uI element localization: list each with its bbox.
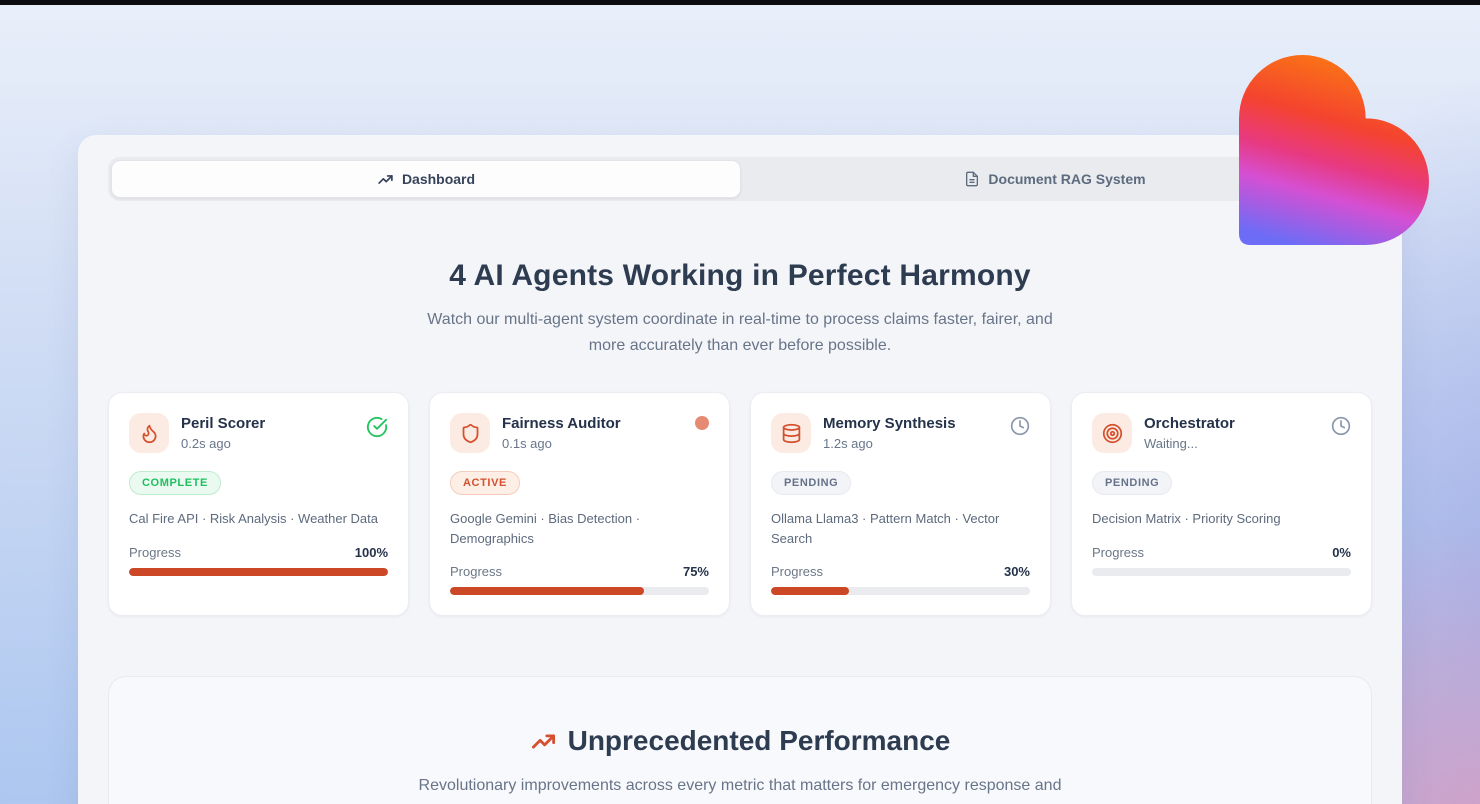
progress-label: Progress	[1092, 544, 1145, 560]
agent-cards-row: Peril Scorer 0.2s ago COMPLETE Cal Fire …	[108, 392, 1372, 617]
tab-bar: Dashboard Document RAG System	[108, 157, 1372, 201]
page-title: 4 AI Agents Working in Perfect Harmony	[449, 259, 1031, 292]
file-text-icon	[966, 171, 979, 187]
tab-document-rag-system[interactable]: Document RAG System	[741, 160, 1369, 198]
progress-label: Progress	[771, 564, 824, 580]
agent-last-update: 1.2s ago	[823, 436, 873, 452]
progress-value: 0%	[1332, 544, 1351, 560]
tab-document-rag-system-label: Document RAG System	[988, 171, 1146, 187]
progress-value: 30%	[1003, 564, 1030, 580]
main-panel: Dashboard Document RAG System 4 AI Agent…	[78, 135, 1402, 804]
agent-last-update: 0.1s ago	[502, 436, 552, 452]
progress-bar	[450, 587, 709, 596]
agent-tools: Decision Matrix · Priority Scoring	[1092, 511, 1281, 527]
status-badge: PENDING	[771, 471, 852, 496]
flame-icon	[129, 413, 169, 454]
database-icon	[771, 413, 811, 454]
status-badge: ACTIVE	[450, 471, 520, 496]
status-badge: COMPLETE	[129, 471, 221, 496]
heart-logo	[1239, 55, 1429, 245]
performance-subtitle: Revolutionary improvements across every …	[418, 777, 1062, 804]
agent-card-memory-synthesis: Memory Synthesis 1.2s ago PENDING Ollama…	[750, 392, 1051, 617]
agent-tools: Ollama Llama3 · Pattern Match · Vector S…	[771, 511, 1000, 546]
hero-section: 4 AI Agents Working in Perfect Harmony W…	[78, 259, 1402, 358]
progress-bar	[129, 567, 388, 576]
agent-card-orchestrator: Orchestrator Waiting... PENDING Decision…	[1071, 392, 1372, 617]
agent-tools: Cal Fire API · Risk Analysis · Weather D…	[129, 511, 379, 527]
active-pulse-dot	[695, 413, 709, 431]
clock-icon	[1010, 413, 1030, 436]
tab-dashboard-label: Dashboard	[401, 171, 476, 187]
agent-last-update: 0.2s ago	[181, 436, 231, 452]
agent-card-peril-scorer: Peril Scorer 0.2s ago COMPLETE Cal Fire …	[108, 392, 409, 617]
page-subtitle: Watch our multi-agent system coordinate …	[427, 311, 1053, 354]
shield-icon	[450, 413, 490, 454]
trending-up-icon	[378, 174, 393, 184]
progress-value: 75%	[682, 564, 709, 580]
performance-section: Unprecedented Performance Revolutionary …	[108, 676, 1372, 804]
agent-name: Peril Scorer	[181, 415, 266, 433]
clock-icon	[1331, 413, 1351, 436]
agent-name: Fairness Auditor	[502, 415, 621, 433]
agent-card-fairness-auditor: Fairness Auditor 0.1s ago ACTIVE Google …	[429, 392, 730, 617]
status-badge: PENDING	[1092, 471, 1173, 496]
progress-label: Progress	[450, 564, 503, 580]
agent-name: Orchestrator	[1144, 415, 1235, 433]
progress-bar	[771, 587, 1030, 596]
trending-up-icon	[531, 734, 555, 749]
progress-label: Progress	[129, 544, 182, 560]
agent-name: Memory Synthesis	[823, 415, 956, 433]
progress-bar	[1092, 567, 1351, 576]
tab-dashboard[interactable]: Dashboard	[111, 160, 741, 198]
progress-value: 100%	[354, 544, 388, 560]
agent-tools: Google Gemini · Bias Detection · Demogra…	[450, 511, 641, 546]
agent-last-update: Waiting...	[1144, 436, 1198, 452]
target-icon	[1092, 413, 1132, 454]
performance-title: Unprecedented Performance	[567, 725, 951, 757]
check-circle-icon	[366, 413, 388, 438]
window-top-bar	[0, 0, 1480, 5]
